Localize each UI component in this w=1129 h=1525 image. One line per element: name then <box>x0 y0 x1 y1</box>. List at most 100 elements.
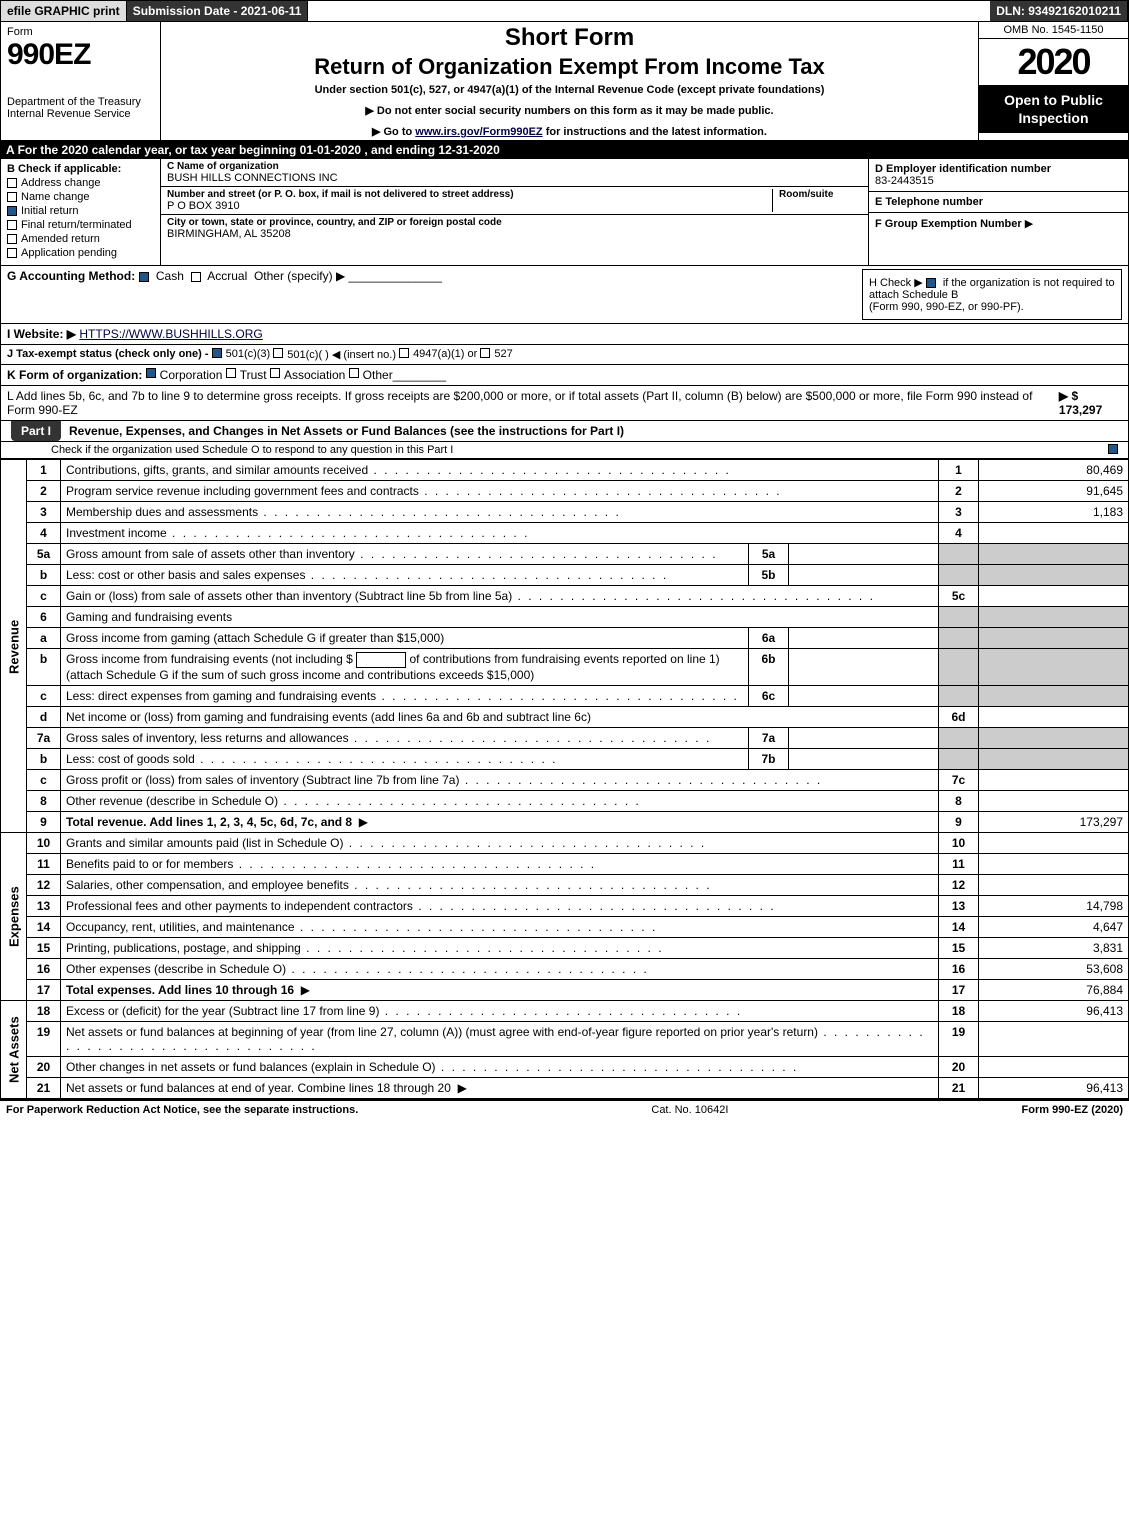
chk-501c[interactable] <box>273 348 283 358</box>
footer-catno: Cat. No. 10642I <box>358 1104 1021 1116</box>
chk-trust[interactable] <box>226 368 236 378</box>
line-20: 20Other changes in net assets or fund ba… <box>1 1057 1129 1078</box>
chk-accrual[interactable] <box>191 272 201 282</box>
topbar: efile GRAPHIC print Submission Date - 20… <box>0 0 1129 22</box>
f-arrow: ▶ <box>1025 218 1033 230</box>
line-19: 19Net assets or fund balances at beginni… <box>1 1022 1129 1057</box>
title-short-form: Short Form <box>169 24 970 52</box>
phone-row: E Telephone number <box>869 192 1128 213</box>
vlabel-expenses: Expenses <box>1 833 27 1001</box>
chk-name-change[interactable]: Name change <box>7 191 154 203</box>
line-18: Net Assets 18Excess or (deficit) for the… <box>1 1001 1129 1022</box>
chk-initial-return[interactable]: Initial return <box>7 205 154 217</box>
row-k: K Form of organization: Corporation Trus… <box>0 365 1129 386</box>
goto-line: Go to www.irs.gov/Form990EZ for instruct… <box>169 125 970 138</box>
footer: For Paperwork Reduction Act Notice, see … <box>0 1099 1129 1119</box>
row-g: G Accounting Method: Cash Accrual Other … <box>7 269 442 320</box>
irs-link[interactable]: www.irs.gov/Form990EZ <box>415 126 542 138</box>
line-8: 8Other revenue (describe in Schedule O)8 <box>1 791 1129 812</box>
l1-box: 1 <box>939 460 979 481</box>
line-2: 2Program service revenue including gover… <box>1 481 1129 502</box>
submission-date: Submission Date - 2021-06-11 <box>127 1 309 21</box>
line-7b: bLess: cost of goods sold7b <box>1 749 1129 770</box>
line-16: 16Other expenses (describe in Schedule O… <box>1 959 1129 980</box>
vlabel-revenue: Revenue <box>1 460 27 833</box>
section-bcdef: B Check if applicable: Address change Na… <box>0 159 1129 266</box>
line-a-tax-year: A For the 2020 calendar year, or tax yea… <box>0 141 1129 159</box>
org-city: BIRMINGHAM, AL 35208 <box>167 228 862 240</box>
line-1: Revenue 1 Contributions, gifts, grants, … <box>1 460 1129 481</box>
tax-year: 2020 <box>979 39 1128 85</box>
g-label: G Accounting Method: <box>7 269 135 283</box>
line-a-text: For the 2020 calendar year, or tax year … <box>18 143 500 157</box>
l-amount: ▶ $ 173,297 <box>1059 389 1122 417</box>
org-addr: P O BOX 3910 <box>167 200 772 212</box>
form-id-col: Form 990EZ Department of the Treasury In… <box>1 22 161 140</box>
line-6: 6Gaming and fundraising events <box>1 607 1129 628</box>
chk-4947[interactable] <box>399 348 409 358</box>
chk-h[interactable] <box>926 278 936 288</box>
dept-irs: Internal Revenue Service <box>7 108 154 120</box>
website-link[interactable]: HTTPS://WWW.BUSHHILLS.ORG <box>79 327 262 341</box>
ein: 83-2443515 <box>875 175 1122 187</box>
dln: DLN: 93492162010211 <box>990 1 1128 21</box>
chk-final-return[interactable]: Final return/terminated <box>7 219 154 231</box>
label-addr: Number and street (or P. O. box, if mail… <box>167 189 772 200</box>
part1-check-row: Check if the organization used Schedule … <box>0 442 1129 459</box>
g-accrual: Accrual <box>207 269 247 283</box>
line-6d: dNet income or (loss) from gaming and fu… <box>1 707 1129 728</box>
h-check: H Check ▶ <box>869 277 923 289</box>
chk-address-change[interactable]: Address change <box>7 177 154 189</box>
line-14: 14Occupancy, rent, utilities, and mainte… <box>1 917 1129 938</box>
row-h: H Check ▶ if the organization is not req… <box>862 269 1122 320</box>
l1-amt: 80,469 <box>979 460 1129 481</box>
addr-row: Number and street (or P. O. box, if mail… <box>161 187 868 215</box>
ein-row: D Employer identification number 83-2443… <box>869 159 1128 192</box>
box-c: C Name of organization BUSH HILLS CONNEC… <box>161 159 868 265</box>
j-label: J Tax-exempt status (check only one) - <box>7 348 209 361</box>
chk-cash[interactable] <box>139 272 149 282</box>
row-i: I Website: ▶ HTTPS://WWW.BUSHHILLS.ORG <box>0 324 1129 345</box>
line-9: 9Total revenue. Add lines 1, 2, 3, 4, 5c… <box>1 812 1129 833</box>
chk-assoc[interactable] <box>270 368 280 378</box>
line-17: 17Total expenses. Add lines 10 through 1… <box>1 980 1129 1001</box>
chk-501c3[interactable] <box>212 348 222 358</box>
chk-schedule-o[interactable] <box>1108 444 1118 454</box>
org-name-row: C Name of organization BUSH HILLS CONNEC… <box>161 159 868 187</box>
chk-527[interactable] <box>480 348 490 358</box>
label-c: C Name of organization <box>167 161 862 172</box>
k-trust: Trust <box>240 368 267 382</box>
row-j: J Tax-exempt status (check only one) - 5… <box>0 345 1129 365</box>
line-5b: bLess: cost or other basis and sales exp… <box>1 565 1129 586</box>
line-10: Expenses 10Grants and similar amounts pa… <box>1 833 1129 854</box>
k-other: Other <box>363 368 393 382</box>
goto-pre: Go to <box>372 126 415 138</box>
vlabel-netassets: Net Assets <box>1 1001 27 1099</box>
6b-contrib-box[interactable] <box>356 652 406 668</box>
ssn-warning: Do not enter social security numbers on … <box>169 104 970 117</box>
title-return: Return of Organization Exempt From Incom… <box>169 54 970 80</box>
row-g-h: G Accounting Method: Cash Accrual Other … <box>0 266 1129 324</box>
efile-print-button[interactable]: efile GRAPHIC print <box>1 1 127 21</box>
footer-left: For Paperwork Reduction Act Notice, see … <box>6 1104 358 1116</box>
part1-table: Revenue 1 Contributions, gifts, grants, … <box>0 459 1129 1099</box>
chk-other-org[interactable] <box>349 368 359 378</box>
line-6c: cLess: direct expenses from gaming and f… <box>1 686 1129 707</box>
chk-amended-return[interactable]: Amended return <box>7 233 154 245</box>
form-header: Form 990EZ Department of the Treasury In… <box>0 22 1129 141</box>
k-assoc: Association <box>284 368 345 382</box>
line-7c: cGross profit or (loss) from sales of in… <box>1 770 1129 791</box>
line-11: 11Benefits paid to or for members11 <box>1 854 1129 875</box>
dept-treasury: Department of the Treasury <box>7 96 154 108</box>
line-6b: bGross income from fundraising events (n… <box>1 649 1129 686</box>
line-3: 3Membership dues and assessments31,183 <box>1 502 1129 523</box>
g-other: Other (specify) ▶ <box>254 269 345 283</box>
chk-corp[interactable] <box>146 368 156 378</box>
form-word: Form <box>7 26 154 38</box>
line-6a: aGross income from gaming (attach Schedu… <box>1 628 1129 649</box>
j-527: 527 <box>494 348 512 361</box>
chk-application-pending[interactable]: Application pending <box>7 247 154 259</box>
box-def: D Employer identification number 83-2443… <box>868 159 1128 265</box>
line-13: 13Professional fees and other payments t… <box>1 896 1129 917</box>
k-label: K Form of organization: <box>7 368 142 382</box>
